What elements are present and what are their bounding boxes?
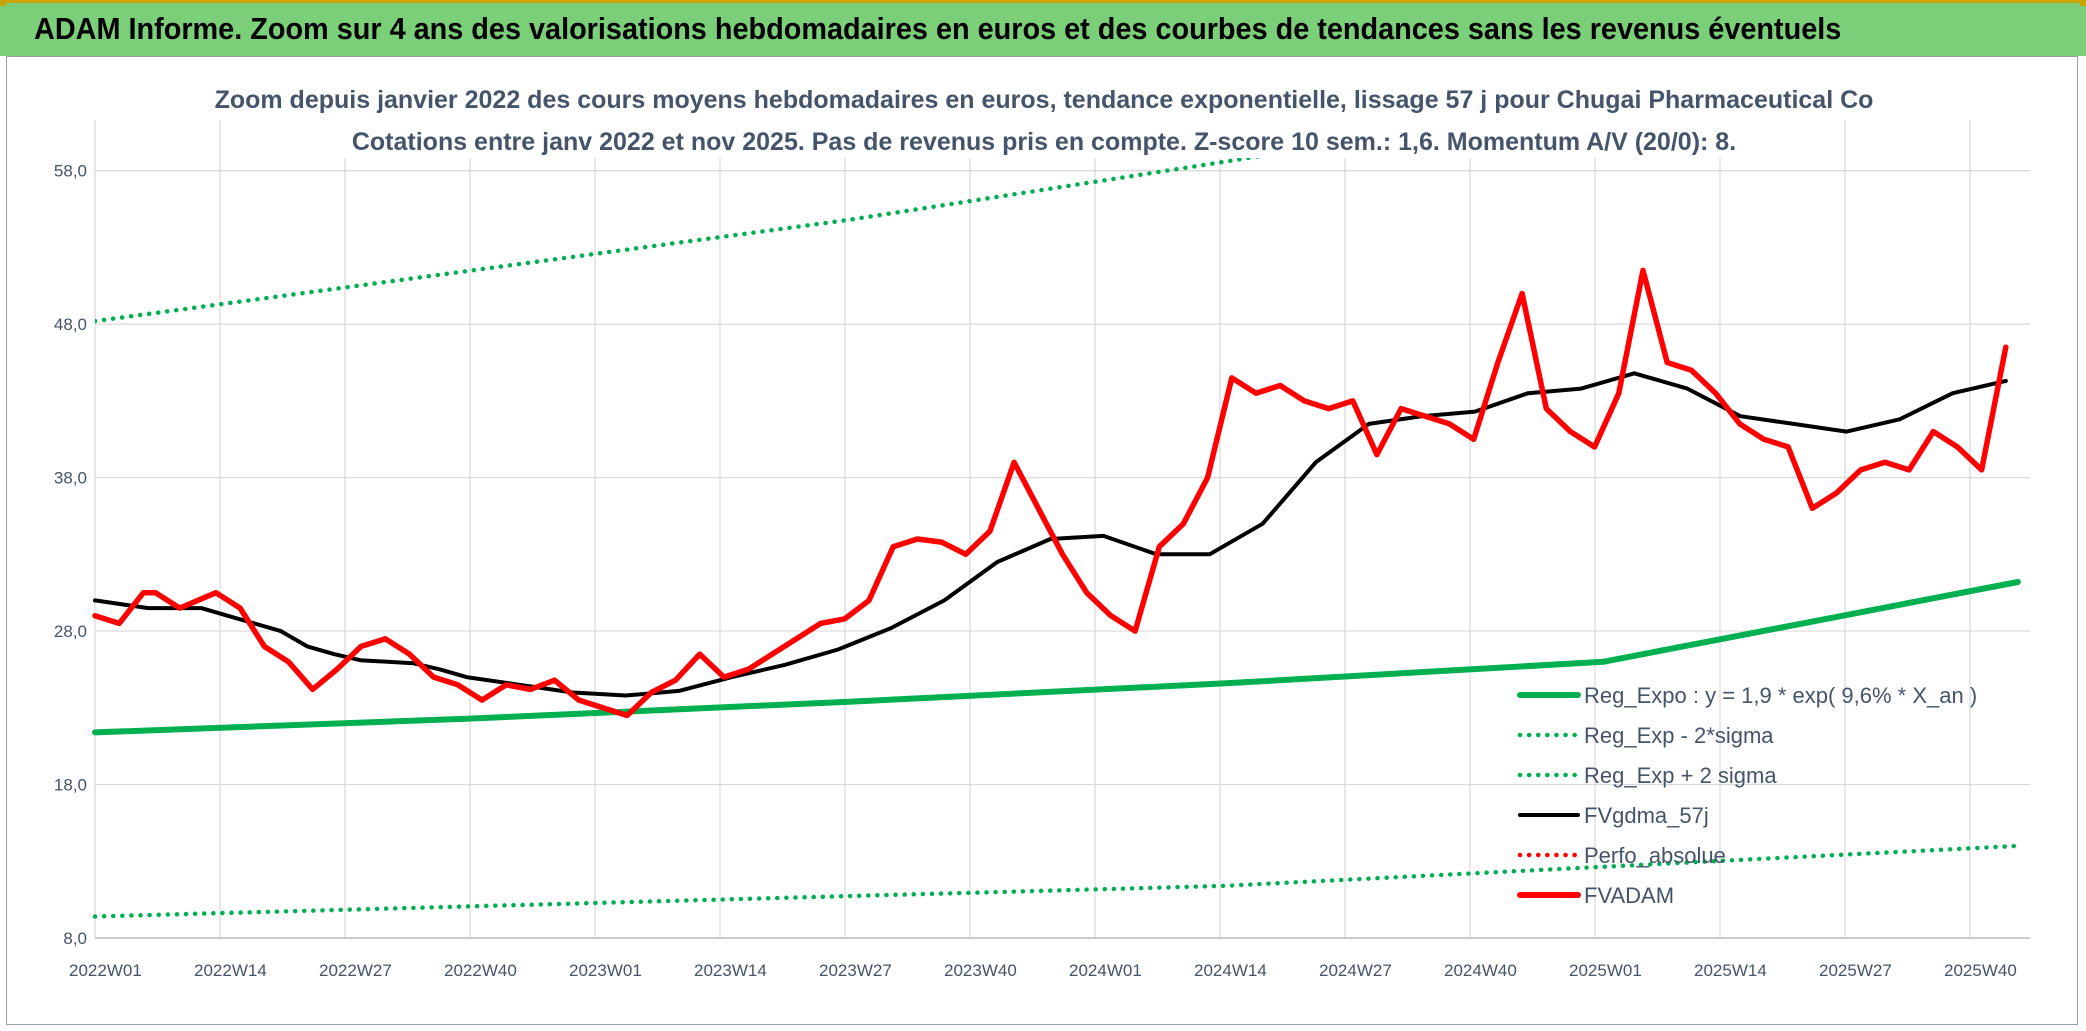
chart-grid	[94, 120, 2030, 939]
header-banner: ADAM Informe. Zoom sur 4 ans des valoris…	[0, 0, 2086, 56]
x-tick-label: 2025W27	[1819, 961, 1892, 980]
title-backdrop	[250, 68, 1830, 158]
corner-marker	[2080, 0, 2086, 6]
x-tick-label: 2023W27	[819, 961, 892, 980]
corner-marker	[0, 0, 6, 6]
x-tick-label: 2024W27	[1319, 961, 1392, 980]
x-tick-label: 2023W01	[569, 961, 642, 980]
y-tick-label: 28,0	[54, 622, 87, 641]
x-tick-label: 2023W40	[944, 961, 1017, 980]
x-tick-label: 2025W14	[1694, 961, 1767, 980]
series-line-5	[92, 267, 2009, 719]
y-tick-label: 8,0	[63, 929, 87, 948]
page-title: ADAM Informe. Zoom sur 4 ans des valoris…	[34, 11, 1842, 46]
x-tick-label: 2024W14	[1194, 961, 1267, 980]
series-line-0	[92, 579, 2021, 736]
x-tick-label: 2024W01	[1069, 961, 1142, 980]
chart-title-line-1: Zoom depuis janvier 2022 des cours moyen…	[215, 86, 1874, 114]
x-tick-label: 2022W40	[444, 961, 517, 980]
x-axis-ticks: 2022W01 2022W14 2022W27 2022W40 2023W01 2023W…	[69, 961, 2017, 980]
x-tick-label: 2022W27	[319, 961, 392, 980]
chart-series	[92, 118, 2021, 919]
y-tick-label: 48,0	[54, 315, 87, 334]
x-tick-label: 2025W40	[1944, 961, 2017, 980]
legend-label: FVgdma_57j	[1584, 803, 1709, 828]
legend-label: Reg_Expo : y = 1,9 * exp( 9,6% * X_an )	[1584, 683, 1977, 708]
x-tick-label: 2025W01	[1569, 961, 1642, 980]
y-tick-label: 58,0	[54, 162, 87, 181]
x-tick-label: 2023W14	[694, 961, 767, 980]
y-tick-label: 38,0	[54, 469, 87, 488]
series-line-1	[92, 843, 2021, 919]
x-tick-label: 2024W40	[1444, 961, 1517, 980]
x-tick-label: 2022W14	[194, 961, 267, 980]
y-axis-ticks: 8,0 18,0 28,0 38,0 48,0 58,0	[54, 162, 87, 948]
x-tick-label: 2022W01	[69, 961, 142, 980]
legend-label: FVADAM	[1584, 883, 1674, 908]
legend-label: Reg_Exp - 2*sigma	[1584, 723, 1774, 748]
y-tick-label: 18,0	[54, 776, 87, 795]
legend-label: Perfo_absolue	[1584, 843, 1726, 868]
chart-title-line-2: Cotations entre janv 2022 et nov 2025. P…	[352, 128, 1736, 156]
legend-label: Reg_Exp + 2 sigma	[1584, 763, 1777, 788]
series-line-2	[95, 118, 1514, 324]
chart-legend: Reg_Expo : y = 1,9 * exp( 9,6% * X_an ) R…	[1517, 683, 1977, 908]
